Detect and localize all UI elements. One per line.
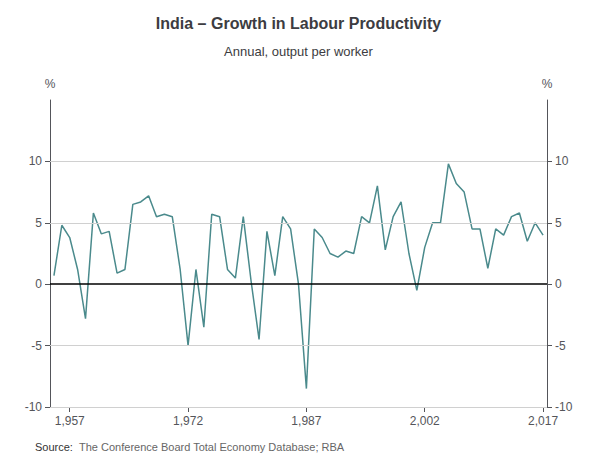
svg-text:Source:: Source:	[35, 441, 73, 453]
svg-text:10: 10	[555, 154, 569, 168]
svg-text:1,987: 1,987	[291, 414, 321, 428]
svg-text:-5: -5	[31, 339, 42, 353]
svg-text:5: 5	[555, 216, 562, 230]
svg-text:%: %	[45, 77, 56, 91]
svg-text:0: 0	[35, 277, 42, 291]
svg-text:The Conference Board Total Eco: The Conference Board Total Economy Datab…	[79, 441, 345, 453]
svg-text:2,002: 2,002	[410, 414, 440, 428]
svg-text:1,957: 1,957	[55, 414, 85, 428]
svg-text:-10: -10	[555, 400, 573, 414]
svg-text:-5: -5	[555, 339, 566, 353]
svg-text:India – Growth in Labour Produ: India – Growth in Labour Productivity	[156, 15, 441, 32]
svg-text:5: 5	[35, 216, 42, 230]
svg-text:0: 0	[555, 277, 562, 291]
svg-text:2,017: 2,017	[528, 414, 558, 428]
svg-text:-10: -10	[25, 400, 43, 414]
svg-text:%: %	[542, 77, 553, 91]
svg-text:Annual, output per worker: Annual, output per worker	[224, 44, 374, 59]
svg-text:10: 10	[29, 154, 43, 168]
svg-text:1,972: 1,972	[173, 414, 203, 428]
